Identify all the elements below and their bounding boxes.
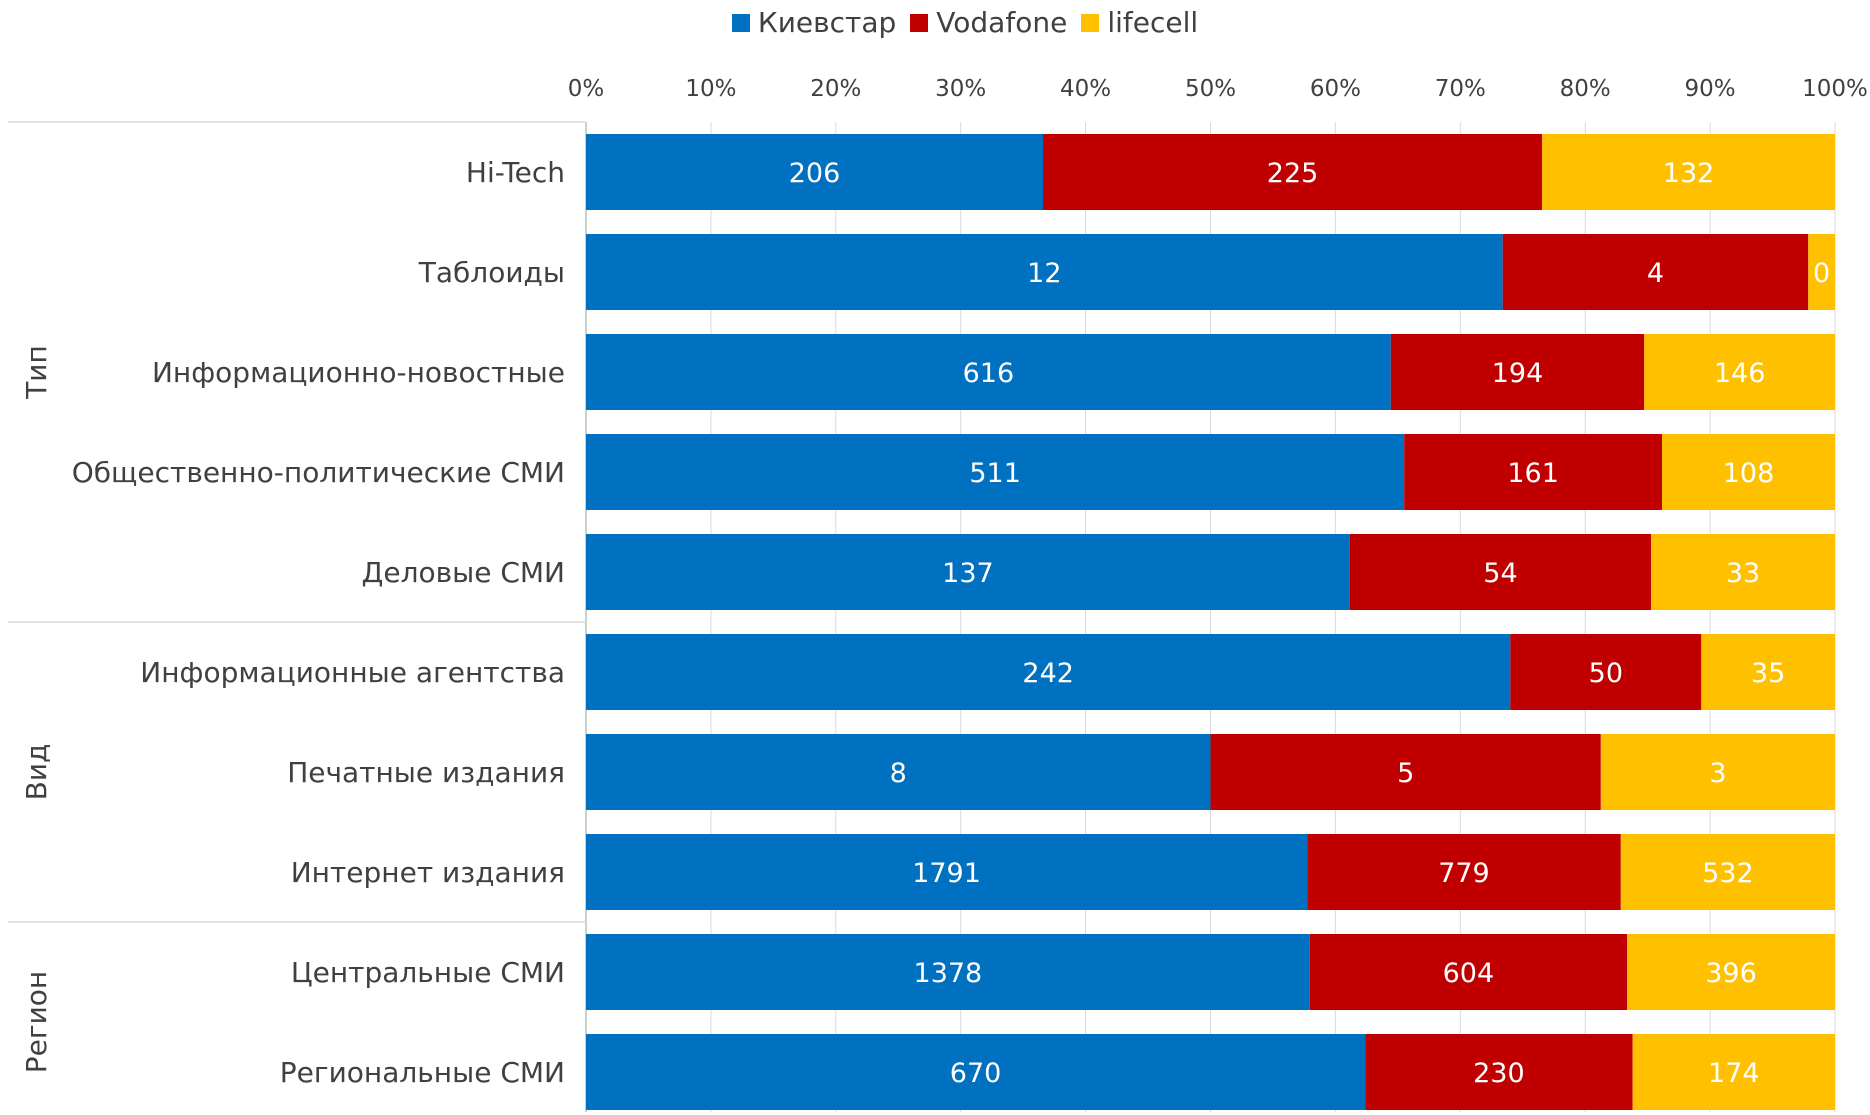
legend-swatch-kyivstar [731,13,750,32]
bar-segment [1650,534,1835,610]
bar-segment [1510,634,1702,710]
bar-segment [586,634,1511,710]
data-label: 670 [950,1058,1002,1089]
data-label: 50 [1589,658,1623,689]
data-label: 194 [1492,358,1544,389]
legend-swatch-lifecell [1081,13,1100,32]
group-label: Регион [20,971,53,1073]
bar-segment [586,234,1503,310]
x-tick-label: 100% [1802,76,1868,102]
data-label: 8 [890,758,907,789]
data-label: 132 [1663,158,1715,189]
data-label: 54 [1483,558,1517,589]
bar-segment [586,734,1211,810]
bar-segment [1644,334,1835,410]
group-label: Тип [20,345,53,400]
bar-segment [586,534,1350,610]
legend-label-vodafone: Vodafone [936,6,1068,39]
bar-segment [1390,334,1645,410]
legend-swatch-vodafone [910,13,929,32]
data-label: 616 [963,358,1015,389]
category-label: Общественно-политические СМИ [72,456,565,489]
data-label: 230 [1473,1058,1525,1089]
data-label: 1378 [914,958,983,989]
data-label: 33 [1726,558,1760,589]
category-label: Информационно-новостные [152,356,565,389]
bar-segment [1632,1034,1835,1110]
data-label: 225 [1267,158,1319,189]
bar-segment [1662,434,1835,510]
data-label: 4 [1647,258,1664,289]
data-label: 161 [1507,458,1559,489]
bar-segment [1210,734,1601,810]
bar-segment [586,134,1044,210]
category-label: Деловые СМИ [361,556,565,589]
data-label: 35 [1751,658,1785,689]
bar-segment [1620,834,1835,910]
x-tick-label: 10% [685,76,736,102]
category-label: Таблоиды [418,256,565,289]
bar-segment [1043,134,1543,210]
bar-segment [1307,834,1621,910]
legend-item-vodafone: Vodafone [910,6,1067,39]
legend-item-lifecell: lifecell [1081,6,1198,39]
data-label: 206 [789,158,841,189]
category-label: Региональные СМИ [280,1056,565,1089]
x-tick-label: 0% [568,76,605,102]
category-label: Hi-Tech [466,156,565,189]
data-label: 242 [1022,658,1074,689]
data-label: 108 [1723,458,1775,489]
data-label: 174 [1708,1058,1760,1089]
category-label: Интернет издания [291,856,565,889]
x-tick-label: 80% [1560,76,1611,102]
x-tick-label: 30% [935,76,986,102]
data-label: 3 [1709,758,1726,789]
x-tick-label: 20% [810,76,861,102]
data-label: 1791 [912,858,981,889]
data-label: 12 [1027,258,1061,289]
data-label: 396 [1705,958,1757,989]
x-tick-label: 40% [1060,76,1111,102]
data-label: 0 [1813,258,1830,289]
bar-segment [1808,234,1835,310]
bar-segment [1542,134,1835,210]
bar-segment [1349,534,1651,610]
legend-label-kyivstar: Киевстар [757,6,897,39]
bar-segment [586,934,1310,1010]
data-label: 5 [1397,758,1414,789]
group-label: Вид [20,744,53,801]
bar-segment [1600,734,1835,810]
chart-legend: Киевстар Vodafone lifecell [0,6,1870,39]
data-label: 511 [969,458,1021,489]
x-tick-label: 70% [1435,76,1486,102]
bar-segment [1365,1034,1633,1110]
data-label: 779 [1438,858,1490,889]
bar-segment [1627,934,1835,1010]
bar-segment [1309,934,1628,1010]
bar-segment [1502,234,1809,310]
category-label: Информационные агентства [140,656,565,689]
legend-item-kyivstar: Киевстар [731,6,897,39]
x-tick-label: 90% [1685,76,1736,102]
category-label: Печатные издания [287,756,565,789]
bar-segment [1701,634,1835,710]
bar-segment [586,334,1391,410]
data-label: 137 [942,558,994,589]
category-label: Центральные СМИ [291,956,565,989]
bar-segment [586,1034,1366,1110]
data-label: 146 [1714,358,1766,389]
data-label: 604 [1443,958,1495,989]
data-label: 532 [1702,858,1754,889]
x-tick-label: 50% [1185,76,1236,102]
bar-segment [586,434,1405,510]
bar-segment [586,834,1308,910]
legend-label-lifecell: lifecell [1107,6,1199,39]
bar-segment [1404,434,1663,510]
x-tick-label: 60% [1310,76,1361,102]
